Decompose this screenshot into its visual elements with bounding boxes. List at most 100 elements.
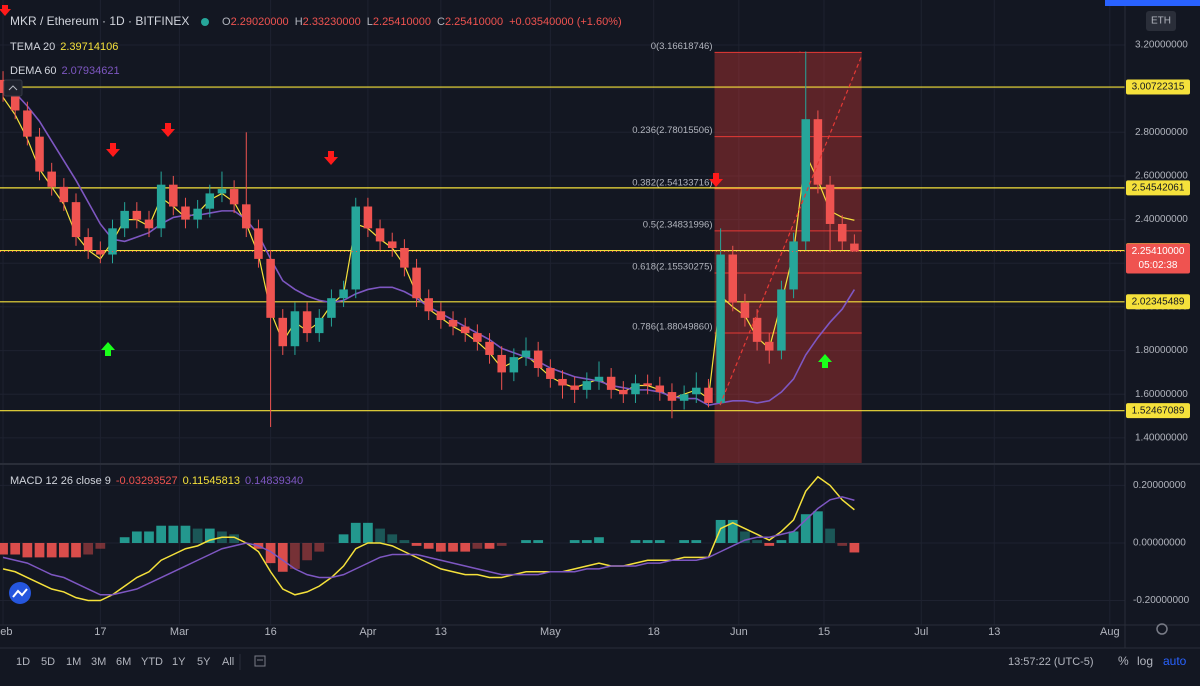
range-button[interactable]: 1Y — [172, 656, 186, 668]
candle-body — [242, 204, 251, 229]
candle-body — [375, 228, 385, 242]
histogram-bar — [350, 522, 361, 543]
grid — [0, 0, 1125, 625]
y-tick-label: 2.40000000 — [1135, 214, 1188, 225]
candle-body — [302, 311, 312, 334]
candle-body — [181, 206, 190, 220]
fib-label: 0.236(2.78015506) — [632, 125, 712, 136]
clock: 13:57:22 (UTC-5) — [1008, 656, 1094, 668]
candle-body — [96, 250, 105, 255]
histogram-bar — [46, 542, 57, 558]
histogram-bar — [849, 542, 860, 553]
histogram-bar — [484, 542, 495, 549]
histogram-bar — [813, 511, 823, 543]
candle-body — [35, 136, 44, 172]
ohlc-label: C — [437, 16, 445, 28]
candle-body — [315, 317, 324, 334]
histogram-bar — [302, 542, 312, 561]
candle-body — [327, 298, 336, 318]
level-badge — [1126, 403, 1190, 419]
histogram-bar — [290, 542, 300, 569]
candle-body — [509, 357, 519, 373]
candle-body — [594, 376, 604, 382]
top-accent — [1105, 0, 1200, 6]
log-toggle[interactable]: log — [1137, 654, 1153, 668]
currency-button[interactable] — [1146, 11, 1176, 31]
ohlc-value: 2.25410000 — [445, 16, 503, 28]
auto-toggle[interactable]: auto — [1163, 654, 1187, 668]
candle-body — [205, 193, 215, 209]
range-button[interactable]: 1D — [16, 656, 30, 668]
ohlc: O2.29020000 H2.33230000 L2.25410000 C2.2541… — [222, 16, 622, 28]
range-button[interactable]: 5D — [41, 656, 55, 668]
candle-body — [144, 219, 154, 229]
currency: ETH — [1151, 16, 1171, 27]
histogram-bar — [521, 540, 531, 543]
candle-body — [108, 228, 117, 255]
last-price-badge — [1126, 243, 1190, 274]
histogram-bar — [22, 542, 33, 558]
sell-arrow — [324, 151, 338, 165]
candle-body — [132, 210, 142, 220]
legend-entry: DEMA 60 2.07934621 — [10, 65, 120, 77]
axes: ETH Feb 17 Mar 16 Apr 13 May 18 Jun 15 Jul 13 Aug 3.2… — [0, 0, 1200, 648]
histogram-bar — [338, 534, 349, 543]
x-tick-label: 13 — [435, 626, 447, 638]
histogram-bar — [144, 531, 154, 543]
status-dot — [201, 18, 209, 26]
macd-legend: MACD 12 26 close 9 -0.03293527 0.11545813 0… — [10, 475, 303, 487]
candle-body — [120, 210, 129, 229]
ohlc-value: 2.29020000 — [231, 16, 289, 28]
collapse-button[interactable] — [3, 79, 23, 97]
y-tick-label: 3.20000000 — [1135, 40, 1188, 51]
range-button[interactable]: 5Y — [197, 656, 211, 668]
ohlc-label: L — [367, 16, 373, 28]
y-tick-label: 2.80000000 — [1135, 127, 1188, 138]
candle-body — [582, 381, 592, 390]
histogram-bar — [375, 528, 385, 543]
candle-body — [400, 247, 409, 268]
fib-retracement: 0(3.16618746) 0.236(2.78015506) 0.382(2.54… — [632, 41, 862, 464]
histogram-bar — [788, 531, 799, 543]
range-button[interactable]: 1M — [66, 656, 81, 668]
compare-icon[interactable] — [254, 655, 266, 667]
range-button[interactable]: 6M — [116, 656, 131, 668]
settings-icon[interactable] — [1156, 623, 1168, 635]
candle-body — [412, 267, 421, 299]
candle-body — [728, 254, 738, 303]
histogram-bar — [10, 542, 21, 555]
percent-toggle[interactable]: % — [1118, 654, 1129, 668]
toolbar: 13:57:22 (UTC-5) % log auto 1D 5D 1M 3M 6M YT… — [16, 654, 1187, 670]
range-button[interactable]: 3M — [91, 656, 106, 668]
histogram-bar — [496, 542, 507, 546]
candle-body — [606, 376, 616, 390]
fib-label: 0.382(2.54133716) — [632, 177, 712, 188]
range-button[interactable]: All — [222, 656, 234, 668]
candle-body — [655, 385, 665, 393]
histogram-bar — [265, 542, 276, 564]
histogram-bar — [229, 534, 239, 543]
candle-body — [436, 311, 446, 321]
x-tick-label: Mar — [170, 626, 189, 638]
y-tick-label: 2.60000000 — [1135, 171, 1188, 182]
histogram-bar — [399, 540, 410, 543]
level-badge — [1126, 294, 1190, 310]
histogram-bar — [837, 542, 848, 546]
histogram-bar — [119, 537, 130, 543]
candle-body — [424, 298, 433, 312]
legend-value: 2.07934621 — [61, 65, 119, 77]
candle-body — [558, 378, 567, 386]
level-badge — [1126, 180, 1190, 196]
candle-body — [193, 208, 202, 220]
range-button[interactable]: YTD — [141, 656, 163, 668]
macd-value: -0.03293527 — [116, 475, 178, 487]
candle-body — [740, 302, 750, 318]
ohlc-value: 2.25410000 — [373, 16, 431, 28]
candle-body — [570, 385, 579, 390]
level-label: 3.00722315 — [1132, 82, 1185, 93]
histogram-bar — [569, 540, 580, 543]
candle-body — [704, 387, 713, 403]
collapse-icon — [8, 85, 18, 91]
fib-label: 0.618(2.15530275) — [632, 262, 712, 273]
histogram-bar — [436, 542, 446, 552]
